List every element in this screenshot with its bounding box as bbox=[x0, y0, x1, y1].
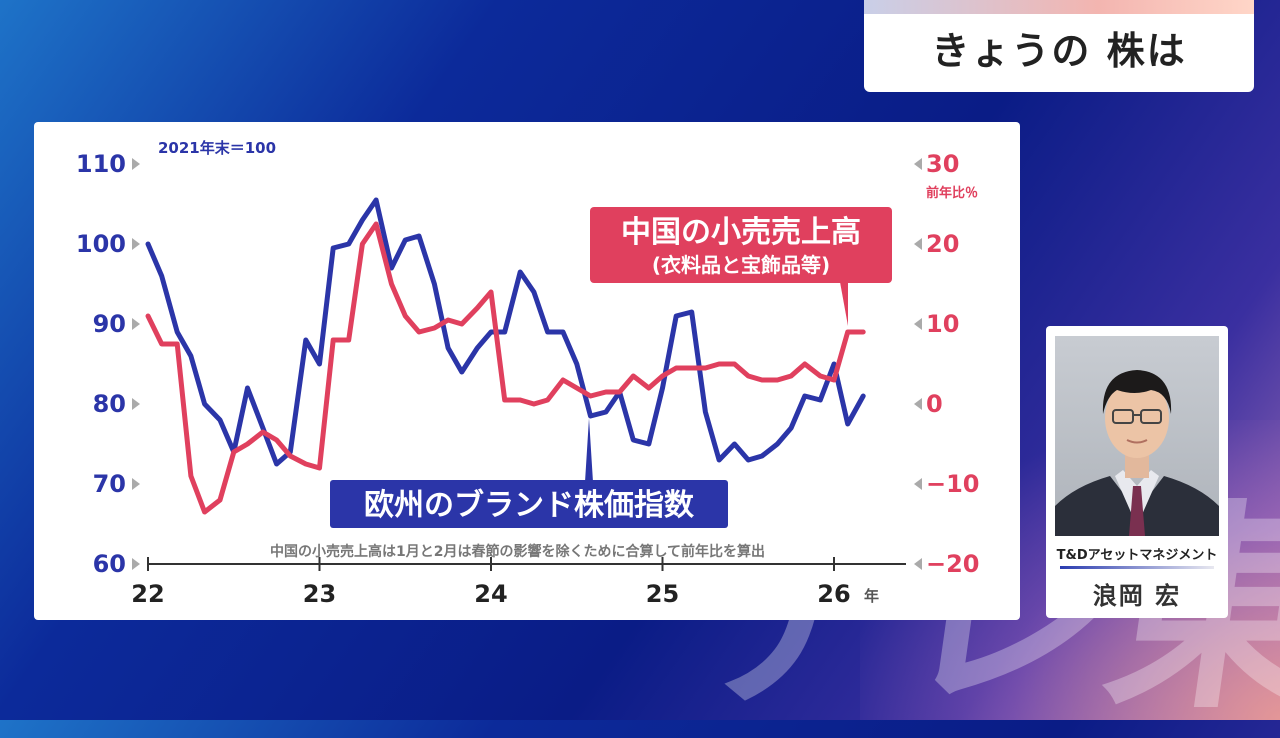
y-left-tick-label: 110 bbox=[76, 150, 126, 178]
europe-series-label-box bbox=[330, 480, 728, 528]
y-right-tick-label: 30 bbox=[926, 150, 959, 178]
china-series-label-box bbox=[590, 207, 892, 283]
y-right-tick-arrow-icon bbox=[914, 158, 922, 170]
x-axis-unit: 年 bbox=[864, 587, 879, 605]
chart-footnote: 中国の小売売上高は1月と2月は春節の影響を除くために合算して前年比を算出 bbox=[270, 543, 765, 560]
y-left-tick-arrow-icon bbox=[132, 318, 140, 330]
segment-title-box: きょうの 株は bbox=[864, 0, 1254, 92]
speaker-company: T&Dアセットマネジメント bbox=[1056, 548, 1218, 563]
x-tick-label: 23 bbox=[303, 580, 336, 608]
series-line-china-retail-sales bbox=[145, 221, 866, 515]
y-left-tick-label: 70 bbox=[93, 470, 126, 498]
europe-label-pointer-icon bbox=[585, 418, 593, 482]
x-tick-label: 26 bbox=[817, 580, 850, 608]
chart-svg: 2021年末＝100110100908070603020100−10−20前年比… bbox=[76, 139, 980, 608]
y-left-tick-label: 80 bbox=[93, 390, 126, 418]
series-line-europe-brand-index bbox=[145, 197, 866, 467]
y-left-tick-arrow-icon bbox=[132, 158, 140, 170]
y-right-tick-label: 20 bbox=[926, 230, 959, 258]
person-silhouette-icon bbox=[1055, 370, 1219, 536]
y-right-tick-arrow-icon bbox=[914, 318, 922, 330]
y-right-tick-label: −10 bbox=[926, 470, 980, 498]
y-right-tick-arrow-icon bbox=[914, 478, 922, 490]
company-underline bbox=[1060, 566, 1214, 569]
speaker-photo bbox=[1055, 336, 1219, 536]
speaker-name: 浪岡 宏 bbox=[1092, 582, 1182, 610]
europe-series-label: 欧州のブランド株価指数 bbox=[364, 488, 695, 523]
y-right-tick-arrow-icon bbox=[914, 238, 922, 250]
y-left-tick-arrow-icon bbox=[132, 478, 140, 490]
y-left-tick-arrow-icon bbox=[132, 398, 140, 410]
y-right-tick-arrow-icon bbox=[914, 398, 922, 410]
china-series-sublabel: (衣料品と宝飾品等) bbox=[652, 253, 830, 277]
speaker-card: T&Dアセットマネジメント 浪岡 宏 bbox=[1046, 326, 1228, 618]
y-right-tick-label: 0 bbox=[926, 390, 943, 418]
base-note: 2021年末＝100 bbox=[158, 139, 276, 157]
x-tick-label: 22 bbox=[131, 580, 164, 608]
china-label-pointer-icon bbox=[840, 282, 848, 326]
segment-title: きょうの 株は bbox=[931, 29, 1187, 73]
y-left-tick-arrow-icon bbox=[132, 238, 140, 250]
chart-panel: 2021年末＝100 110 100 90 80 70 60 30 20 10 0 −10 −20 前年比… bbox=[34, 122, 1020, 620]
title-accent-strip bbox=[864, 0, 1254, 14]
y-right-tick-label: −20 bbox=[926, 550, 980, 578]
x-tick-label: 25 bbox=[646, 580, 679, 608]
china-series-label: 中国の小売売上高 bbox=[621, 215, 861, 250]
y-left-tick-label: 60 bbox=[93, 550, 126, 578]
x-tick-label: 24 bbox=[474, 580, 507, 608]
y-right-unit: 前年比％ bbox=[926, 185, 978, 201]
y-right-tick-arrow-icon bbox=[914, 558, 922, 570]
y-left-tick-label: 90 bbox=[93, 310, 126, 338]
y-left-tick-label: 100 bbox=[76, 230, 126, 258]
y-left-tick-arrow-icon bbox=[132, 558, 140, 570]
y-right-tick-label: 10 bbox=[926, 310, 959, 338]
